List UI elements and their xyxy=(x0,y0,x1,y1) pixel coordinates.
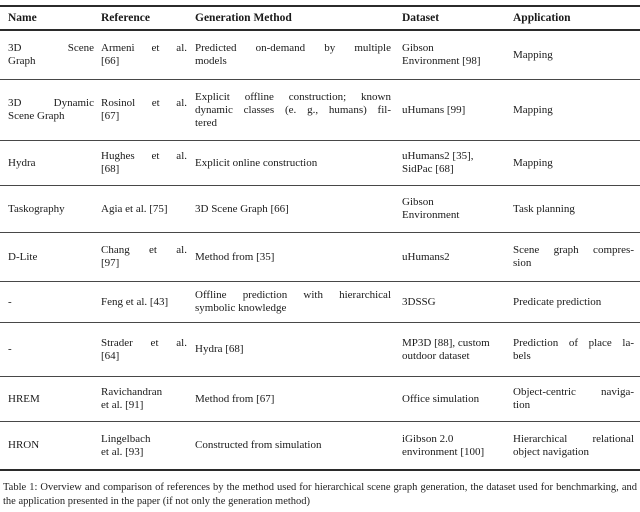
cell-dataset: Office simulation xyxy=(402,392,480,405)
column-header-name: Name xyxy=(8,11,37,24)
cell-dataset: 3DSSG xyxy=(402,295,436,308)
cell-name: 3D Dynamic Scene Graph xyxy=(8,97,94,122)
cell-generation-method: Explicit offline construction; known dyna… xyxy=(195,90,391,129)
cell-application: Mapping xyxy=(513,156,553,169)
paper-page: Name Reference Generation Method Dataset… xyxy=(0,5,640,512)
column-header-application: Application xyxy=(513,11,571,24)
cell-application: Prediction of place la-bels xyxy=(513,336,634,362)
cell-name: HRON xyxy=(8,439,40,451)
cell-application: Task planning xyxy=(513,202,575,215)
cell-reference: Ravichandran et al. [91] xyxy=(101,386,163,411)
table-row: - Feng et al. [43] Offline prediction wi… xyxy=(0,282,640,323)
table-row: - Strader et al. [64] Hydra [68] MP3D [88… xyxy=(0,323,640,377)
cell-generation-method: Explicit online construction xyxy=(195,156,318,169)
column-header-generation-method: Generation Method xyxy=(195,11,292,24)
cell-generation-method: Constructed from simulation xyxy=(195,439,322,451)
cell-name: - xyxy=(8,295,12,308)
cell-reference: Hughes et al. [68] xyxy=(101,150,187,175)
cell-name: HREM xyxy=(8,392,40,405)
cell-reference: Armeni et al. [66] xyxy=(101,42,187,67)
comparison-table: Name Reference Generation Method Dataset… xyxy=(0,5,640,471)
cell-application: Scene graph compres-sion xyxy=(513,244,634,269)
cell-name: Hydra xyxy=(8,156,36,169)
table-header-row: Name Reference Generation Method Dataset… xyxy=(0,7,640,31)
cell-name: Taskography xyxy=(8,202,65,215)
cell-application: Object-centric naviga-tion xyxy=(513,386,634,411)
table-row: Taskography Agia et al. [75] 3D Scene Gr… xyxy=(0,186,640,233)
cell-dataset: uHumans [99] xyxy=(402,103,466,116)
table-caption: Table 1: Overview and comparison of refe… xyxy=(3,482,637,507)
cell-application: Hierarchical relational object navigation xyxy=(513,432,634,458)
cell-reference: Lingelbach et al. [93] xyxy=(101,432,151,458)
cell-dataset: uHumans2 xyxy=(402,250,450,263)
cell-name: D-Lite xyxy=(8,250,38,263)
table-row: 3D Dynamic Scene Graph Rosinol et al. [67]… xyxy=(0,80,640,141)
cell-reference: Agia et al. [75] xyxy=(101,202,168,215)
cell-name: 3D Scene Graph xyxy=(8,42,94,67)
cell-application: Predicate prediction xyxy=(513,295,602,308)
cell-dataset: uHumans2 [35], SidPac [68] xyxy=(402,150,474,175)
cell-dataset: Gibson Environment xyxy=(402,196,460,221)
cell-generation-method: Method from [35] xyxy=(195,250,275,263)
cell-reference: Chang et al. [97] xyxy=(101,244,187,269)
cell-generation-method: Hydra [68] xyxy=(195,343,244,355)
cell-dataset: iGibson 2.0 environment [100] xyxy=(402,432,485,458)
cell-application: Mapping xyxy=(513,48,553,61)
cell-dataset: Gibson Environment [98] xyxy=(402,42,481,67)
table-row: D-Lite Chang et al. [97] Method from [35]… xyxy=(0,233,640,282)
cell-generation-method: Offline prediction with hierarchical symb… xyxy=(195,289,391,314)
cell-generation-method: Predicted on-demand by multiple models xyxy=(195,42,391,67)
table-row: Hydra Hughes et al. [68] Explicit online … xyxy=(0,141,640,186)
column-header-reference: Reference xyxy=(101,11,150,24)
cell-name: - xyxy=(8,343,12,355)
cell-application: Mapping xyxy=(513,103,553,116)
cell-dataset: MP3D [88], custom outdoor dataset xyxy=(402,336,490,362)
cell-reference: Feng et al. [43] xyxy=(101,295,169,308)
column-header-dataset: Dataset xyxy=(402,11,440,24)
table-row: HREM Ravichandran et al. [91] Method from… xyxy=(0,377,640,422)
cell-reference: Strader et al. [64] xyxy=(101,336,187,362)
table-row: HRON Lingelbach et al. [93] Constructed f… xyxy=(0,422,640,469)
cell-generation-method: 3D Scene Graph [66] xyxy=(195,202,289,215)
table-row: 3D Scene Graph Armeni et al. [66] Predicte… xyxy=(0,31,640,80)
cell-generation-method: Method from [67] xyxy=(195,392,275,405)
cell-reference: Rosinol et al. [67] xyxy=(101,97,187,122)
